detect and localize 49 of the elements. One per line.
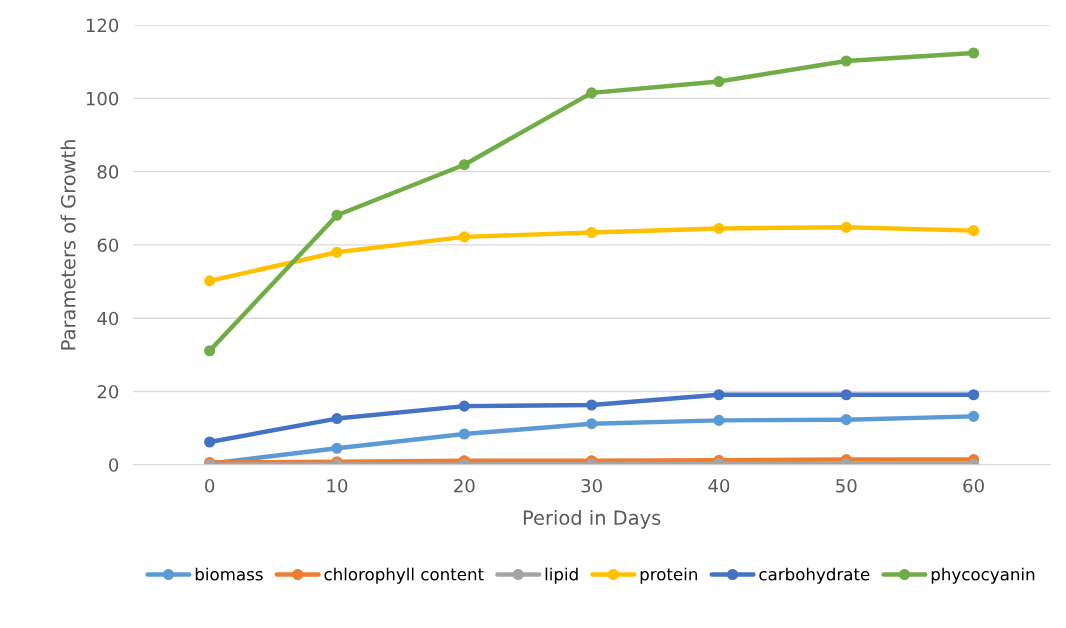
y-tick-label: 100 xyxy=(86,91,119,106)
y-tick-label: 0 xyxy=(109,458,119,472)
point xyxy=(204,345,216,357)
point xyxy=(586,418,598,430)
x-tick-label: 10 xyxy=(327,478,348,493)
legend-label: phycocyanin xyxy=(931,567,1035,584)
point xyxy=(458,231,470,243)
point xyxy=(713,414,725,426)
point xyxy=(458,428,470,440)
point xyxy=(968,225,980,237)
point xyxy=(458,400,470,412)
point xyxy=(331,246,343,258)
x-tick-label: 50 xyxy=(836,478,857,493)
x-tick-label: 0 xyxy=(205,478,215,493)
point xyxy=(713,75,725,88)
point xyxy=(713,222,725,234)
point xyxy=(840,55,852,67)
point xyxy=(840,414,852,426)
point xyxy=(331,413,343,425)
point xyxy=(840,389,852,401)
x-tick-label: 20 xyxy=(454,478,475,493)
point xyxy=(840,221,852,233)
y-tick-label: 80 xyxy=(97,165,119,179)
point xyxy=(458,159,470,171)
y-axis-title: Parameters of Growth xyxy=(60,140,76,350)
point xyxy=(204,436,216,448)
y-tick-label: 60 xyxy=(97,238,119,253)
x-tick-label: 40 xyxy=(708,478,730,493)
point xyxy=(713,389,725,401)
point xyxy=(586,399,598,411)
point xyxy=(586,226,598,239)
point xyxy=(331,209,343,221)
point xyxy=(968,389,980,401)
legend-label: biomass xyxy=(195,567,263,581)
legend-label: lipid xyxy=(545,567,578,584)
point xyxy=(586,87,598,99)
x-axis-title: Period in Days xyxy=(523,509,661,529)
y-tick-label: 20 xyxy=(97,384,119,399)
point xyxy=(204,275,216,287)
y-tick-label: 40 xyxy=(97,311,119,326)
legend-label: protein xyxy=(640,567,697,584)
y-tick-label: 120 xyxy=(86,18,119,33)
point xyxy=(968,47,980,59)
point xyxy=(968,410,980,422)
x-tick-label: 30 xyxy=(581,478,602,493)
point xyxy=(331,442,343,454)
x-tick-label: 60 xyxy=(963,478,984,493)
legend-label: chlorophyll content xyxy=(324,567,484,584)
legend-label: carbohydrate xyxy=(759,567,870,584)
